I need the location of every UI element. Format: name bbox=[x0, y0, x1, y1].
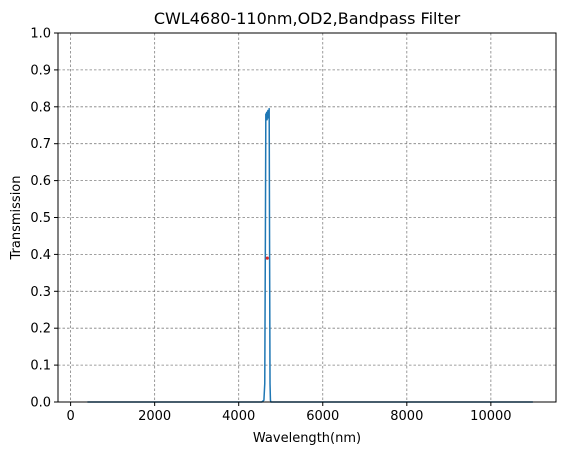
series-layer bbox=[87, 107, 533, 403]
y-tick-label: 0.6 bbox=[30, 174, 51, 189]
y-axis-ticks: 0.0 0.1 0.2 0.3 0.4 0.5 0.6 0.7 0.8 0.9 1.0 bbox=[30, 27, 58, 411]
chart-title: CWL4680-110nm,OD2,Bandpass Filter bbox=[154, 9, 461, 28]
y-tick-label: 0.9 bbox=[30, 63, 51, 78]
x-tick-label: 0 bbox=[66, 409, 74, 424]
grid bbox=[58, 32, 556, 403]
x-tick-label: 8000 bbox=[390, 409, 423, 424]
x-tick-label: 6000 bbox=[306, 409, 339, 424]
marker-layer bbox=[265, 256, 269, 260]
y-tick-label: 0.4 bbox=[30, 248, 51, 263]
x-tick-label: 10000 bbox=[470, 409, 511, 424]
y-axis-label: Transmission bbox=[9, 176, 24, 261]
y-tick-label: 0.3 bbox=[30, 285, 51, 300]
y-tick-label: 0.2 bbox=[30, 322, 51, 337]
y-tick-label: 1.0 bbox=[30, 27, 51, 42]
y-tick-label: 0.5 bbox=[30, 211, 51, 226]
cwl-marker bbox=[265, 256, 269, 260]
y-tick-label: 0.8 bbox=[30, 100, 51, 115]
x-tick-label: 2000 bbox=[138, 409, 171, 424]
y-tick-label: 0.0 bbox=[30, 396, 51, 411]
x-axis-ticks: 0 2000 4000 6000 8000 10000 bbox=[66, 402, 512, 424]
x-axis-label: Wavelength(nm) bbox=[253, 431, 361, 446]
y-tick-label: 0.7 bbox=[30, 137, 51, 152]
y-tick-label: 0.1 bbox=[30, 359, 51, 374]
series-line bbox=[87, 107, 533, 403]
x-tick-label: 4000 bbox=[222, 409, 255, 424]
